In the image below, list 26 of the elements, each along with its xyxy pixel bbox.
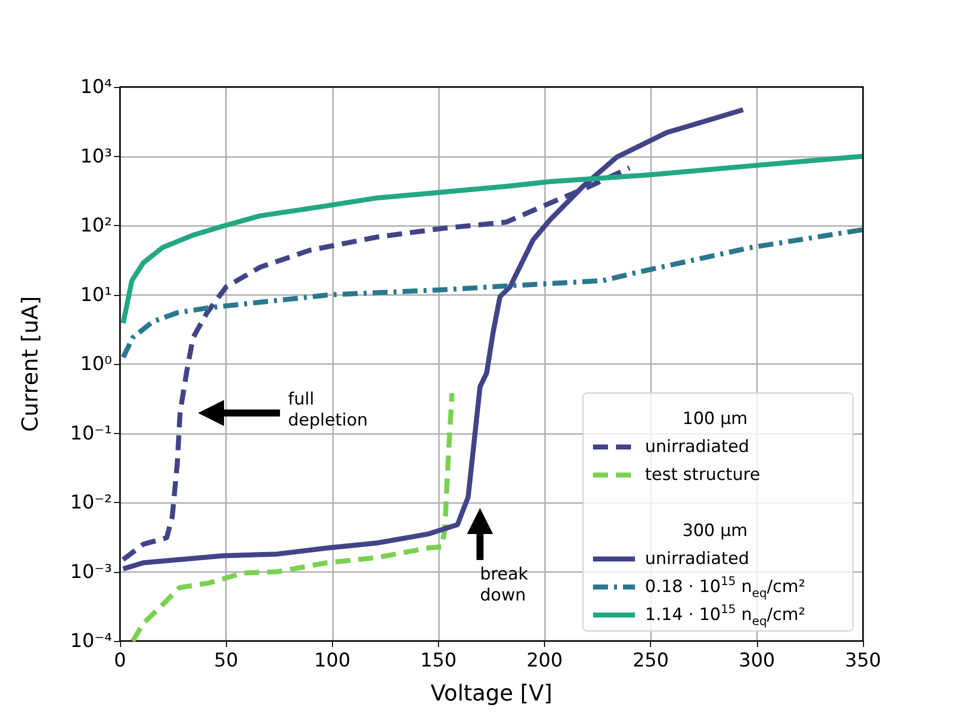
y-tick-label: 10⁰ bbox=[80, 353, 112, 375]
x-axis-title: Voltage [V] bbox=[430, 682, 552, 706]
x-tick-label: 250 bbox=[632, 650, 669, 672]
legend-label: unirradiated bbox=[645, 437, 750, 457]
x-tick-label: 50 bbox=[214, 650, 238, 672]
annotation: full depletion bbox=[288, 390, 368, 430]
legend-label: unirradiated bbox=[645, 549, 750, 569]
x-tick-label: 200 bbox=[526, 650, 563, 672]
x-tick-label: 300 bbox=[738, 650, 775, 672]
x-tick-label: 150 bbox=[420, 650, 457, 672]
y-tick-label: 10⁻² bbox=[70, 492, 112, 514]
y-tick-label: 10⁻⁴ bbox=[70, 630, 112, 652]
y-tick-label: 10⁻³ bbox=[70, 560, 112, 583]
y-tick-label: 10² bbox=[80, 214, 112, 236]
y-axis-title: Current [uA] bbox=[18, 296, 44, 432]
y-tick-label: 10³ bbox=[80, 145, 112, 168]
y-tick-label: 10⁻¹ bbox=[70, 422, 112, 444]
x-tick-label: 350 bbox=[844, 650, 882, 672]
annotation: 100 µm bbox=[682, 409, 748, 429]
x-tick-label: 100 bbox=[314, 650, 350, 672]
y-tick-label: 10⁴ bbox=[80, 76, 112, 98]
annotation: break down bbox=[480, 564, 528, 606]
legend-label: test structure bbox=[645, 465, 760, 485]
x-tick-label: 0 bbox=[114, 650, 126, 672]
annotation: 300 µm bbox=[682, 521, 748, 541]
y-tick-label: 10¹ bbox=[80, 284, 112, 306]
